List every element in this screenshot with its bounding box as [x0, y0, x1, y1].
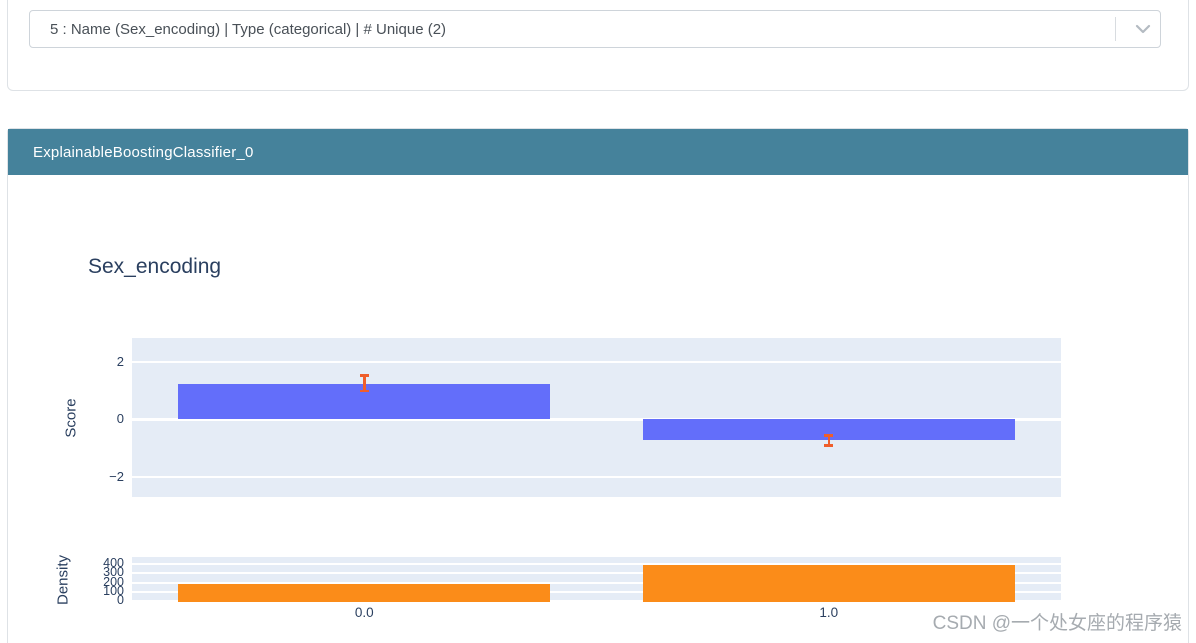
x-tick-label: 0.0 — [354, 605, 374, 620]
gridline — [132, 562, 1061, 565]
error-bar — [363, 374, 366, 393]
score-bar[interactable] — [643, 419, 1015, 440]
error-bar — [827, 434, 830, 447]
error-bar-cap — [824, 434, 834, 437]
gridline — [132, 600, 1061, 602]
chart-title: Sex_encoding — [88, 255, 222, 278]
gridline — [132, 360, 1061, 363]
gridline — [132, 591, 1061, 594]
gridline — [132, 572, 1061, 575]
watermark: CSDN @一个处女座的程序猿 — [932, 613, 1182, 634]
y-tick-label: 0 — [117, 593, 124, 607]
y-tick-label: −2 — [109, 468, 124, 484]
gridline — [132, 475, 1061, 478]
chevron-down-icon[interactable] — [1126, 18, 1160, 40]
y-tick-label: 100 — [103, 584, 124, 599]
density-bar[interactable] — [178, 583, 550, 602]
dropdown-separator — [1115, 17, 1116, 41]
error-bar-cap — [359, 389, 369, 393]
y-axis-title-score: Score — [62, 397, 80, 438]
y-tick-label: 0 — [116, 411, 124, 427]
error-bar-cap — [359, 374, 369, 377]
y-tick-label: 2 — [116, 353, 124, 369]
error-bar-cap — [824, 444, 834, 447]
feature-dropdown[interactable]: 5 : Name (Sex_encoding) | Type (categori… — [29, 10, 1161, 48]
x-tick-label: 1.0 — [819, 605, 839, 620]
model-header-label: ExplainableBoostingClassifier_0 — [33, 143, 254, 161]
y-tick-label: 400 — [103, 555, 124, 570]
gridline — [132, 581, 1061, 584]
y-tick-label: 200 — [103, 574, 124, 589]
feature-selector-card: 5 : Name (Sex_encoding) | Type (categori… — [7, 0, 1189, 91]
gridline — [132, 418, 1061, 421]
y-axis-title-density: Density — [54, 554, 72, 605]
density-bar[interactable] — [643, 565, 1015, 602]
feature-dropdown-value: 5 : Name (Sex_encoding) | Type (categori… — [50, 20, 447, 38]
model-header: ExplainableBoostingClassifier_0 — [8, 129, 1188, 175]
y-tick-label: 300 — [103, 565, 124, 580]
